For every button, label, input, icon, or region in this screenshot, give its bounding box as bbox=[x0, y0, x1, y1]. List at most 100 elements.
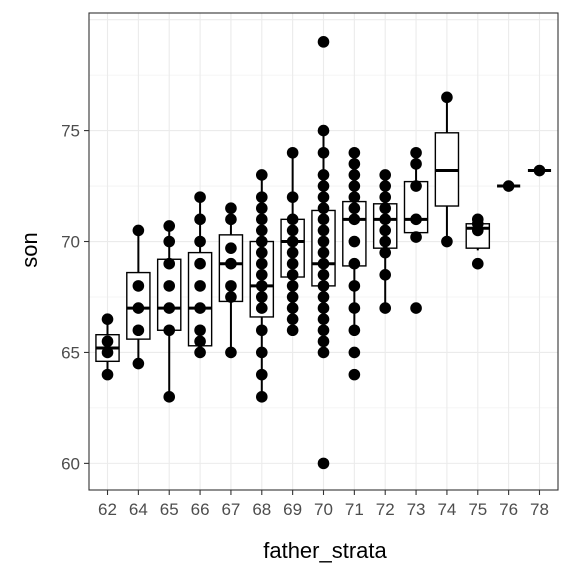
y-tick-label: 60 bbox=[61, 454, 80, 473]
data-point bbox=[317, 302, 330, 314]
data-point bbox=[194, 280, 206, 292]
data-point bbox=[502, 180, 515, 192]
y-tick-label: 70 bbox=[61, 233, 80, 252]
data-point bbox=[317, 346, 330, 359]
data-point bbox=[410, 146, 422, 159]
data-point bbox=[471, 213, 484, 226]
data-point bbox=[132, 302, 145, 314]
data-point bbox=[255, 257, 268, 270]
data-point bbox=[255, 235, 268, 248]
data-point bbox=[255, 324, 268, 337]
data-point bbox=[379, 302, 392, 314]
data-point bbox=[101, 335, 114, 348]
data-point bbox=[163, 391, 176, 403]
data-point bbox=[286, 224, 299, 237]
x-tick-label: 64 bbox=[129, 500, 148, 519]
data-point bbox=[441, 91, 453, 104]
data-point bbox=[317, 268, 330, 281]
data-point bbox=[255, 213, 268, 226]
data-point bbox=[101, 313, 114, 325]
data-point bbox=[379, 268, 392, 281]
data-point bbox=[101, 368, 114, 381]
data-point bbox=[286, 257, 299, 270]
data-point bbox=[317, 202, 330, 215]
data-point bbox=[286, 324, 299, 337]
data-point bbox=[225, 280, 237, 292]
data-point bbox=[255, 280, 268, 292]
data-point bbox=[348, 202, 361, 215]
data-point bbox=[286, 302, 299, 314]
data-point bbox=[255, 191, 268, 203]
data-point bbox=[348, 302, 361, 314]
y-axis-title: son bbox=[17, 232, 42, 267]
data-point bbox=[379, 180, 392, 192]
data-point bbox=[317, 313, 330, 325]
data-point bbox=[410, 158, 422, 170]
data-point bbox=[163, 257, 176, 270]
data-point bbox=[317, 213, 330, 226]
x-tick-label: 74 bbox=[437, 500, 456, 519]
data-point bbox=[379, 169, 392, 181]
data-point bbox=[317, 146, 330, 159]
x-tick-label: 76 bbox=[499, 500, 518, 519]
box-body bbox=[156, 258, 182, 331]
x-tick-label: 68 bbox=[252, 500, 271, 519]
data-point bbox=[348, 169, 361, 181]
data-point bbox=[286, 146, 299, 159]
data-point bbox=[317, 180, 330, 192]
data-point bbox=[255, 368, 268, 381]
x-tick-label: 65 bbox=[160, 500, 179, 519]
data-point bbox=[317, 246, 330, 259]
data-point bbox=[225, 242, 237, 254]
data-points bbox=[101, 36, 546, 470]
data-point bbox=[317, 324, 330, 337]
x-tick-label: 73 bbox=[407, 500, 426, 519]
data-point bbox=[163, 220, 176, 232]
data-point bbox=[317, 335, 330, 348]
data-point bbox=[317, 191, 330, 203]
grid-lines bbox=[89, 13, 558, 490]
data-point bbox=[163, 324, 176, 337]
data-point bbox=[286, 191, 299, 203]
data-point bbox=[348, 257, 361, 270]
data-point bbox=[317, 291, 330, 303]
data-point bbox=[348, 146, 361, 159]
data-point bbox=[317, 124, 330, 137]
box-74 bbox=[434, 97, 460, 242]
data-point bbox=[255, 169, 268, 181]
data-point bbox=[348, 235, 361, 248]
data-point bbox=[194, 335, 206, 348]
data-point bbox=[410, 213, 422, 226]
data-point bbox=[255, 346, 268, 359]
data-point bbox=[255, 246, 268, 259]
data-point bbox=[379, 246, 392, 259]
data-point bbox=[348, 346, 361, 359]
data-point bbox=[286, 235, 299, 248]
data-point bbox=[317, 235, 330, 248]
data-point bbox=[348, 368, 361, 381]
data-point bbox=[286, 246, 299, 259]
data-point bbox=[286, 291, 299, 303]
data-point bbox=[132, 357, 145, 370]
data-point bbox=[194, 213, 206, 226]
data-point bbox=[471, 257, 484, 270]
x-tick-label: 66 bbox=[191, 500, 210, 519]
data-point bbox=[225, 291, 237, 303]
axes: 60 65 70 75 62 64 65 66 67 68 69 70 71 72 73 74 75 76 78 bbox=[61, 122, 549, 519]
x-tick-label: 67 bbox=[221, 500, 240, 519]
data-point bbox=[194, 235, 206, 248]
data-point bbox=[255, 268, 268, 281]
data-point bbox=[286, 313, 299, 325]
data-point bbox=[348, 191, 361, 203]
data-point bbox=[163, 235, 176, 248]
data-point bbox=[225, 202, 237, 215]
data-point bbox=[317, 457, 330, 470]
data-point bbox=[317, 257, 330, 270]
data-point bbox=[317, 280, 330, 292]
data-point bbox=[101, 346, 114, 359]
data-point bbox=[194, 346, 206, 359]
data-point bbox=[194, 191, 206, 203]
x-tick-label: 71 bbox=[345, 500, 364, 519]
data-point bbox=[225, 213, 237, 226]
